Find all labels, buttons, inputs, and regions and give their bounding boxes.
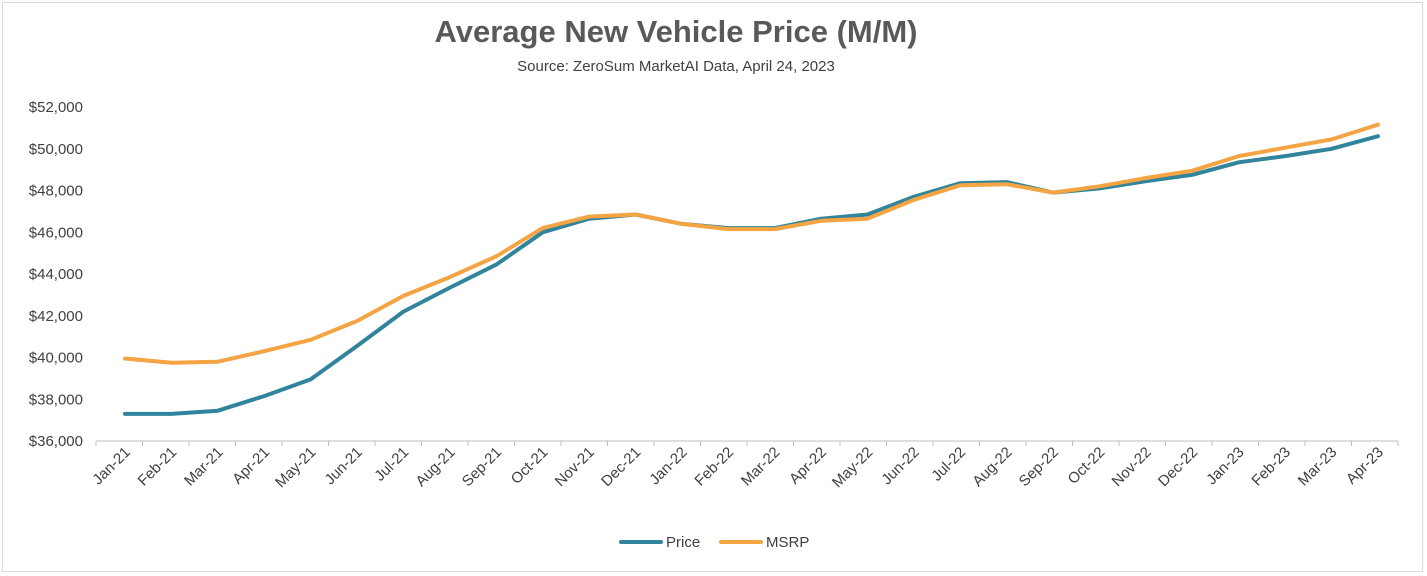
x-tick-label: Sep-21 xyxy=(459,444,505,490)
y-tick-label: $48,000 xyxy=(29,183,83,200)
y-tick-label: $40,000 xyxy=(29,350,83,367)
x-tick-label: May-21 xyxy=(272,444,319,491)
x-tick-label: Nov-22 xyxy=(1109,444,1155,490)
x-tick-label: Feb-22 xyxy=(691,444,737,490)
y-tick-label: $38,000 xyxy=(29,391,83,408)
series-lines xyxy=(123,122,1380,416)
x-tick-label: Mar-23 xyxy=(1295,444,1341,490)
x-tick-label: Jun-22 xyxy=(878,444,922,488)
x-tick-label: Dec-21 xyxy=(598,444,644,490)
x-tick-label: Jan-21 xyxy=(89,444,133,488)
y-tick-label: $44,000 xyxy=(29,266,83,283)
legend-label-msrp: MSRP xyxy=(766,534,809,551)
series-line-msrp xyxy=(123,122,1380,365)
x-tick-label: Jan-22 xyxy=(646,444,690,488)
legend: Price MSRP xyxy=(619,534,809,551)
x-tick-label: Dec-22 xyxy=(1155,444,1201,490)
x-tick-label: Oct-21 xyxy=(508,444,552,488)
x-tick-label: Mar-22 xyxy=(738,444,784,490)
legend-label-price: Price xyxy=(666,534,700,551)
x-tick-label: Sep-22 xyxy=(1016,444,1062,490)
x-tick-label: Jul-21 xyxy=(371,444,412,485)
y-tick-label: $42,000 xyxy=(29,308,83,325)
y-axis-labels: $36,000 $38,000 $40,000 $42,000 $44,000 $46,0… xyxy=(29,99,83,450)
chart-subtitle: Source: ZeroSum MarketAI Data, April 24,… xyxy=(517,58,835,75)
x-tick-label: Jul-22 xyxy=(928,444,969,485)
x-axis: Jan-21 Feb-21 Mar-21 Apr-21 May-21 Jun-21 Jul-… xyxy=(89,440,1399,491)
x-tick-label: Apr-23 xyxy=(1343,444,1387,488)
y-tick-label: $52,000 xyxy=(29,99,83,116)
y-tick-label: $46,000 xyxy=(29,224,83,241)
x-tick-label: Oct-22 xyxy=(1065,444,1109,488)
x-tick-label: Jan-23 xyxy=(1203,444,1247,488)
y-tick-label: $36,000 xyxy=(29,433,83,450)
x-tick-label: Mar-21 xyxy=(181,444,227,490)
x-tick-label: Aug-22 xyxy=(969,444,1015,490)
x-tick-label: Feb-23 xyxy=(1248,444,1294,490)
y-tick-label: $50,000 xyxy=(29,141,83,158)
x-tick-label: Feb-21 xyxy=(135,444,181,490)
chart-title: Average New Vehicle Price (M/M) xyxy=(434,14,918,49)
x-tick-label: Jun-21 xyxy=(321,444,365,488)
series-line-price xyxy=(123,134,1380,416)
x-tick-label: Apr-22 xyxy=(786,444,830,488)
x-tick-label: Aug-21 xyxy=(412,444,458,490)
x-tick-label: May-22 xyxy=(829,444,876,491)
x-tick-label: Apr-21 xyxy=(229,444,273,488)
x-tick-label: Nov-21 xyxy=(552,444,598,490)
